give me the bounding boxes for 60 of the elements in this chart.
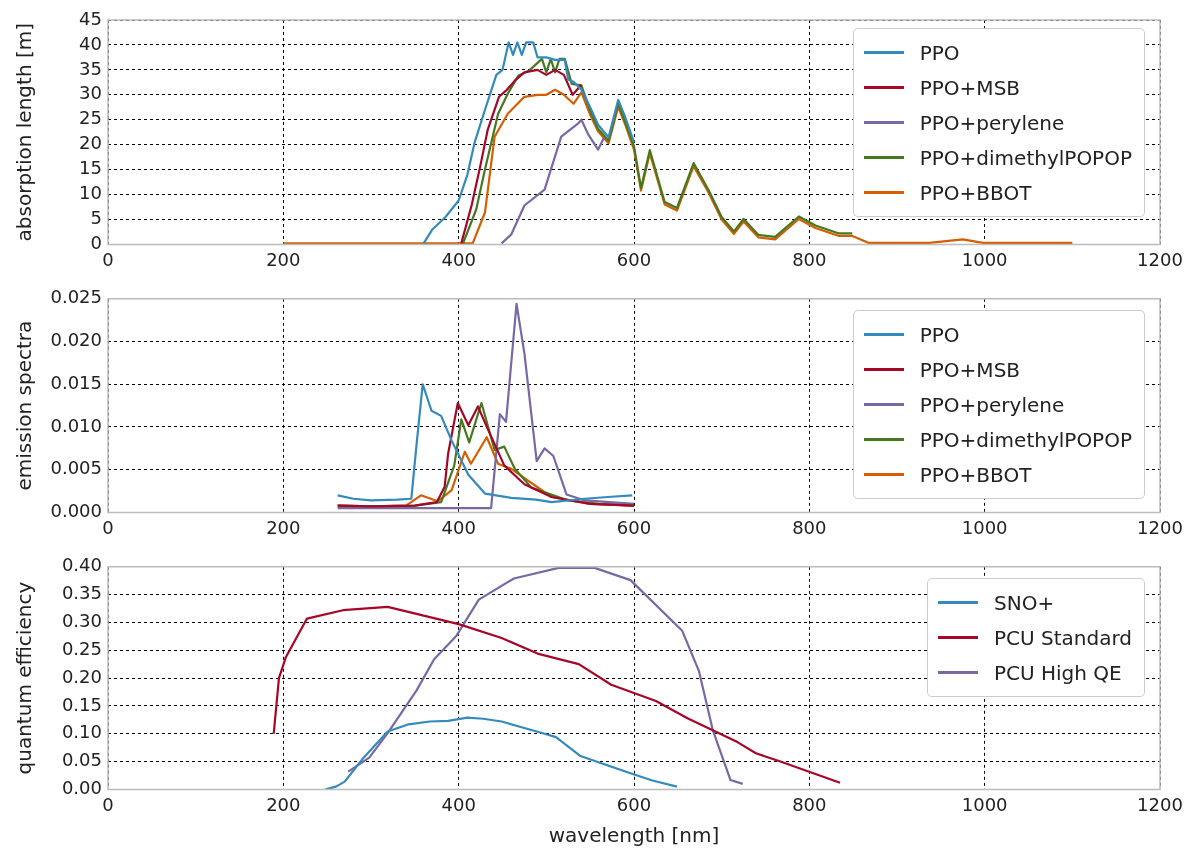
x-tick-label: 400 xyxy=(441,516,476,538)
x-tick-label: 1200 xyxy=(1137,516,1183,538)
legend-label: PCU Standard xyxy=(993,625,1132,650)
x-tick-label: 200 xyxy=(266,793,301,815)
x-tick-label: 800 xyxy=(792,793,827,815)
y-tick-label: 0.025 xyxy=(50,286,102,308)
y-tick-label: 0 xyxy=(90,232,102,254)
y-tick-label: 0.30 xyxy=(61,610,102,632)
y-axis-title: emission spectra xyxy=(12,320,37,491)
legend-label: PPO+dimethylPOPOP xyxy=(919,145,1132,170)
x-tick-label: 1000 xyxy=(961,516,1008,538)
x-tick-label: 800 xyxy=(792,516,827,538)
y-tick-label: 0.000 xyxy=(50,500,102,522)
y-tick-label: 0.015 xyxy=(50,371,102,393)
y-tick-label: 40 xyxy=(79,32,102,54)
legend-label: PPO+MSB xyxy=(919,75,1021,100)
legend-label: PCU High QE xyxy=(993,660,1122,685)
y-tick-label: 0.020 xyxy=(50,329,102,351)
x-tick-label: 1000 xyxy=(961,248,1008,270)
y-tick-label: 0.15 xyxy=(61,693,102,715)
legend-label: PPO xyxy=(919,322,960,347)
y-tick-label: 0.10 xyxy=(61,721,102,743)
x-tick-label: 200 xyxy=(266,516,301,538)
y-axis-title: absorption length [m] xyxy=(12,23,37,242)
y-tick-label: 0.005 xyxy=(50,457,102,479)
x-tick-label: 800 xyxy=(792,248,827,270)
y-tick-label: 20 xyxy=(79,132,102,154)
y-tick-label: 25 xyxy=(79,107,102,129)
y-tick-label: 15 xyxy=(79,157,102,179)
legend-label: PPO+dimethylPOPOP xyxy=(919,427,1132,452)
x-tick-label: 400 xyxy=(441,793,476,815)
y-tick-label: 0.010 xyxy=(50,414,102,436)
y-tick-label: 10 xyxy=(79,182,102,204)
y-tick-label: 0.00 xyxy=(61,777,102,799)
x-tick-label: 1000 xyxy=(961,793,1008,815)
y-axis-title: quantum efficiency xyxy=(12,581,37,775)
y-tick-label: 0.35 xyxy=(61,582,102,604)
legend-label: PPO+perylene xyxy=(919,392,1065,417)
legend-label: PPO+MSB xyxy=(919,357,1021,382)
x-tick-label: 600 xyxy=(616,793,652,815)
x-axis-title: wavelength [nm] xyxy=(548,823,720,848)
x-tick-label: 600 xyxy=(616,248,652,270)
x-tick-label: 600 xyxy=(616,516,652,538)
y-tick-label: 45 xyxy=(79,7,102,29)
legend-label: PPO+perylene xyxy=(919,110,1065,135)
y-tick-label: 0.05 xyxy=(61,749,102,771)
x-tick-label: 1200 xyxy=(1137,793,1183,815)
y-tick-label: 0.40 xyxy=(61,554,102,576)
y-tick-label: 0.25 xyxy=(61,637,102,659)
legend-label: PPO xyxy=(919,40,960,65)
x-tick-label: 1200 xyxy=(1137,248,1183,270)
x-tick-label: 200 xyxy=(266,248,301,270)
legend-label: SNO+ xyxy=(993,590,1055,615)
legend-label: PPO+BBOT xyxy=(919,180,1032,205)
y-tick-label: 30 xyxy=(79,82,102,104)
y-tick-label: 0.20 xyxy=(61,665,102,687)
y-tick-label: 35 xyxy=(79,57,102,79)
y-tick-label: 5 xyxy=(90,207,102,229)
legend-label: PPO+BBOT xyxy=(919,462,1032,487)
x-tick-label: 400 xyxy=(441,248,476,270)
